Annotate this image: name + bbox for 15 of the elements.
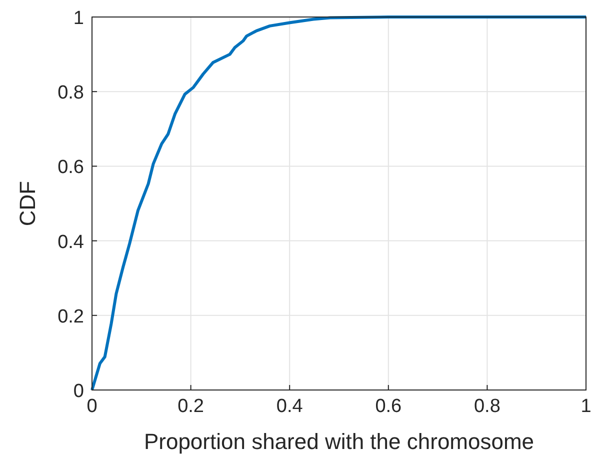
y-tick-label: 0.8 [58, 82, 84, 104]
x-tick-label: 0.4 [276, 396, 304, 417]
x-tick-label: 1 [580, 396, 592, 417]
y-tick-label: 0 [73, 381, 84, 402]
y-tick-label: 1 [73, 8, 84, 29]
x-tick-label: 0 [86, 396, 98, 417]
line-series [90, 16, 588, 392]
y-tick-label: 0.6 [58, 157, 84, 178]
x-axis-title: Proportion shared with the chromosome [144, 429, 534, 454]
x-tick-label: 0.2 [178, 396, 204, 417]
x-tick-label: 0.8 [474, 396, 500, 417]
y-tick-label: 0.4 [58, 232, 84, 253]
y-axis-title: CDF [15, 180, 40, 226]
y-tick-label: 0.2 [58, 306, 84, 328]
x-tick-label: 0.6 [375, 396, 402, 417]
